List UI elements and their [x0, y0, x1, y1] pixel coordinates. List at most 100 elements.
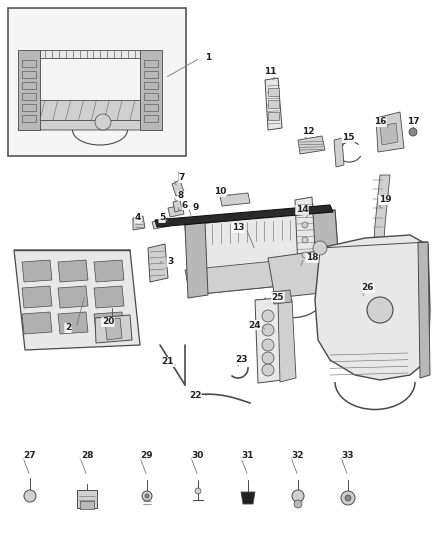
Bar: [268, 88, 279, 96]
Polygon shape: [148, 244, 168, 282]
Polygon shape: [18, 50, 40, 130]
Text: 19: 19: [379, 196, 391, 205]
Circle shape: [313, 241, 327, 255]
Text: 30: 30: [192, 450, 204, 459]
Text: 15: 15: [342, 133, 354, 142]
Bar: [22, 71, 36, 78]
Polygon shape: [334, 138, 344, 167]
Text: 18: 18: [306, 254, 318, 262]
Text: 3: 3: [167, 257, 173, 266]
Text: 26: 26: [362, 284, 374, 293]
Circle shape: [262, 310, 274, 322]
Polygon shape: [172, 180, 184, 196]
Text: 31: 31: [242, 450, 254, 459]
Bar: [22, 104, 36, 111]
Polygon shape: [40, 100, 140, 120]
Circle shape: [262, 324, 274, 336]
Text: 1: 1: [205, 53, 211, 62]
Text: 17: 17: [407, 117, 419, 126]
Circle shape: [262, 339, 274, 351]
Polygon shape: [255, 298, 282, 383]
Circle shape: [341, 491, 355, 505]
Text: 14: 14: [296, 206, 308, 214]
Text: 27: 27: [24, 450, 36, 459]
Bar: [144, 82, 158, 89]
Bar: [144, 60, 158, 67]
Text: 24: 24: [249, 320, 261, 329]
Polygon shape: [220, 193, 250, 206]
Polygon shape: [105, 318, 122, 340]
Polygon shape: [305, 210, 340, 285]
Polygon shape: [95, 315, 132, 343]
Bar: [8, 8, 186, 156]
Polygon shape: [22, 260, 52, 282]
Circle shape: [292, 490, 304, 502]
Circle shape: [294, 500, 302, 508]
Polygon shape: [173, 200, 182, 212]
Text: 7: 7: [179, 174, 185, 182]
Text: 16: 16: [374, 117, 386, 126]
Circle shape: [95, 114, 111, 130]
Text: 6: 6: [182, 200, 188, 209]
Text: 22: 22: [189, 392, 201, 400]
Bar: [22, 115, 36, 122]
Circle shape: [302, 222, 308, 228]
Circle shape: [195, 488, 201, 494]
Text: 2: 2: [65, 324, 71, 333]
Polygon shape: [298, 136, 325, 154]
Bar: [144, 115, 158, 122]
Text: 10: 10: [214, 188, 226, 197]
Polygon shape: [94, 312, 124, 334]
Bar: [22, 82, 36, 89]
Circle shape: [302, 237, 308, 243]
Polygon shape: [380, 123, 398, 145]
Text: 20: 20: [102, 318, 114, 327]
Polygon shape: [295, 197, 316, 268]
Polygon shape: [372, 175, 390, 270]
Text: 23: 23: [236, 356, 248, 365]
Bar: [22, 60, 36, 67]
Polygon shape: [265, 78, 282, 130]
Polygon shape: [376, 112, 404, 152]
Circle shape: [367, 297, 393, 323]
Text: 29: 29: [141, 450, 153, 459]
Circle shape: [302, 252, 308, 258]
Bar: [144, 93, 158, 100]
Polygon shape: [152, 218, 170, 229]
Circle shape: [409, 128, 417, 136]
Bar: [22, 93, 36, 100]
Circle shape: [345, 495, 351, 501]
Text: 28: 28: [81, 450, 93, 459]
Polygon shape: [185, 255, 340, 295]
Text: 32: 32: [292, 450, 304, 459]
Circle shape: [262, 352, 274, 364]
Polygon shape: [40, 50, 140, 58]
Text: 13: 13: [232, 223, 244, 232]
Text: 8: 8: [178, 191, 184, 200]
Text: 9: 9: [193, 203, 199, 212]
Polygon shape: [272, 290, 292, 304]
Polygon shape: [155, 205, 333, 227]
Text: 33: 33: [342, 450, 354, 459]
Polygon shape: [94, 260, 124, 282]
Polygon shape: [58, 312, 88, 334]
Circle shape: [142, 491, 152, 501]
Polygon shape: [278, 300, 296, 382]
Polygon shape: [18, 120, 162, 130]
Text: 5: 5: [159, 214, 165, 222]
Polygon shape: [58, 260, 88, 282]
Bar: [77, 490, 97, 508]
Text: 25: 25: [272, 293, 284, 302]
Polygon shape: [94, 286, 124, 308]
Polygon shape: [140, 50, 162, 130]
Bar: [144, 71, 158, 78]
Text: 4: 4: [135, 214, 141, 222]
Bar: [268, 112, 279, 120]
Polygon shape: [185, 210, 340, 295]
Polygon shape: [418, 242, 430, 378]
Polygon shape: [58, 286, 88, 308]
Polygon shape: [22, 286, 52, 308]
Circle shape: [302, 207, 308, 213]
Bar: [144, 104, 158, 111]
Polygon shape: [133, 216, 145, 230]
